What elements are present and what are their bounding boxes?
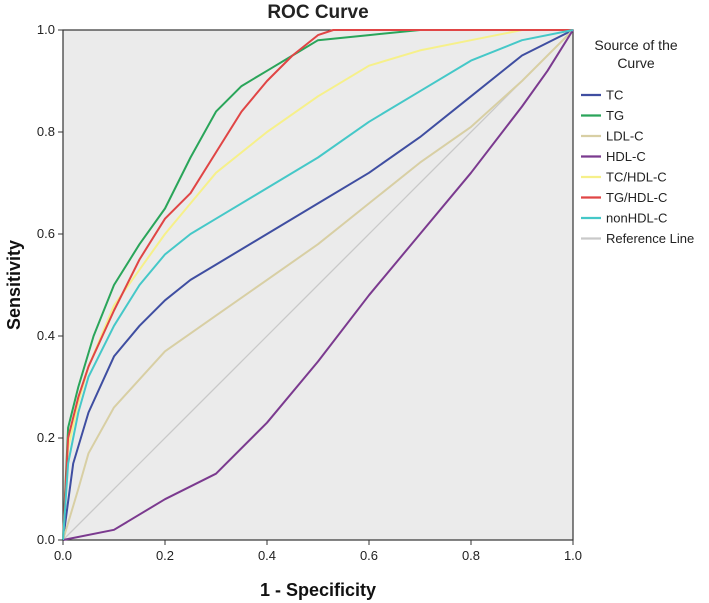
- y-tick-label: 0.8: [37, 124, 55, 139]
- legend-label-nonhdl-c: nonHDL-C: [606, 211, 667, 226]
- y-tick-label: 0.0: [37, 532, 55, 547]
- y-tick-label: 0.6: [37, 226, 55, 241]
- x-tick-label: 0.4: [258, 548, 276, 563]
- legend-label-tc: TC: [606, 88, 623, 103]
- y-tick-label: 0.2: [37, 430, 55, 445]
- legend: Source of the Curve TC TG LDL-C HDL-C TC/HDL…: [581, 37, 694, 246]
- x-axis-label: 1 - Specificity: [260, 580, 376, 600]
- x-tick-label: 0.6: [360, 548, 378, 563]
- tick-layer: 0.0 0.2 0.4 0.6 0.8 1.0 0.0 0.2 0.4 0.6 0.8 1.0: [37, 22, 582, 563]
- legend-label-tg: TG: [606, 108, 624, 123]
- y-axis-label: Sensitivity: [4, 240, 24, 330]
- legend-items: TC TG LDL-C HDL-C TC/HDL-C TG/HDL-C nonHDL-C Re…: [581, 88, 694, 246]
- series-line-tg-hdl-c: [62, 29, 573, 541]
- legend-label-ldl-c: LDL-C: [606, 129, 644, 144]
- y-tick-label: 0.4: [37, 328, 55, 343]
- legend-label-reference-line: Reference Line: [606, 231, 694, 246]
- legend-label-tc-hdl-c: TC/HDL-C: [606, 170, 667, 185]
- series-line-tc: [62, 29, 574, 541]
- x-tick-label: 1.0: [564, 548, 582, 563]
- legend-label-tg-hdl-c: TG/HDL-C: [606, 190, 667, 205]
- series-line-reference-line: [62, 29, 574, 541]
- series-line-nonhdl-c: [62, 29, 574, 541]
- y-tick-label: 1.0: [37, 22, 55, 37]
- x-tick-label: 0.2: [156, 548, 174, 563]
- series-line-ldl-c: [62, 29, 574, 541]
- x-tick-label: 0.8: [462, 548, 480, 563]
- series-layer: [62, 29, 574, 541]
- legend-title-line1: Source of the: [594, 37, 677, 53]
- legend-title-line2: Curve: [617, 55, 655, 71]
- series-line-hdl-c: [62, 29, 574, 541]
- chart-title: ROC Curve: [267, 2, 368, 23]
- x-tick-label: 0.0: [54, 548, 72, 563]
- legend-label-hdl-c: HDL-C: [606, 149, 646, 164]
- series-line-tg: [62, 29, 573, 541]
